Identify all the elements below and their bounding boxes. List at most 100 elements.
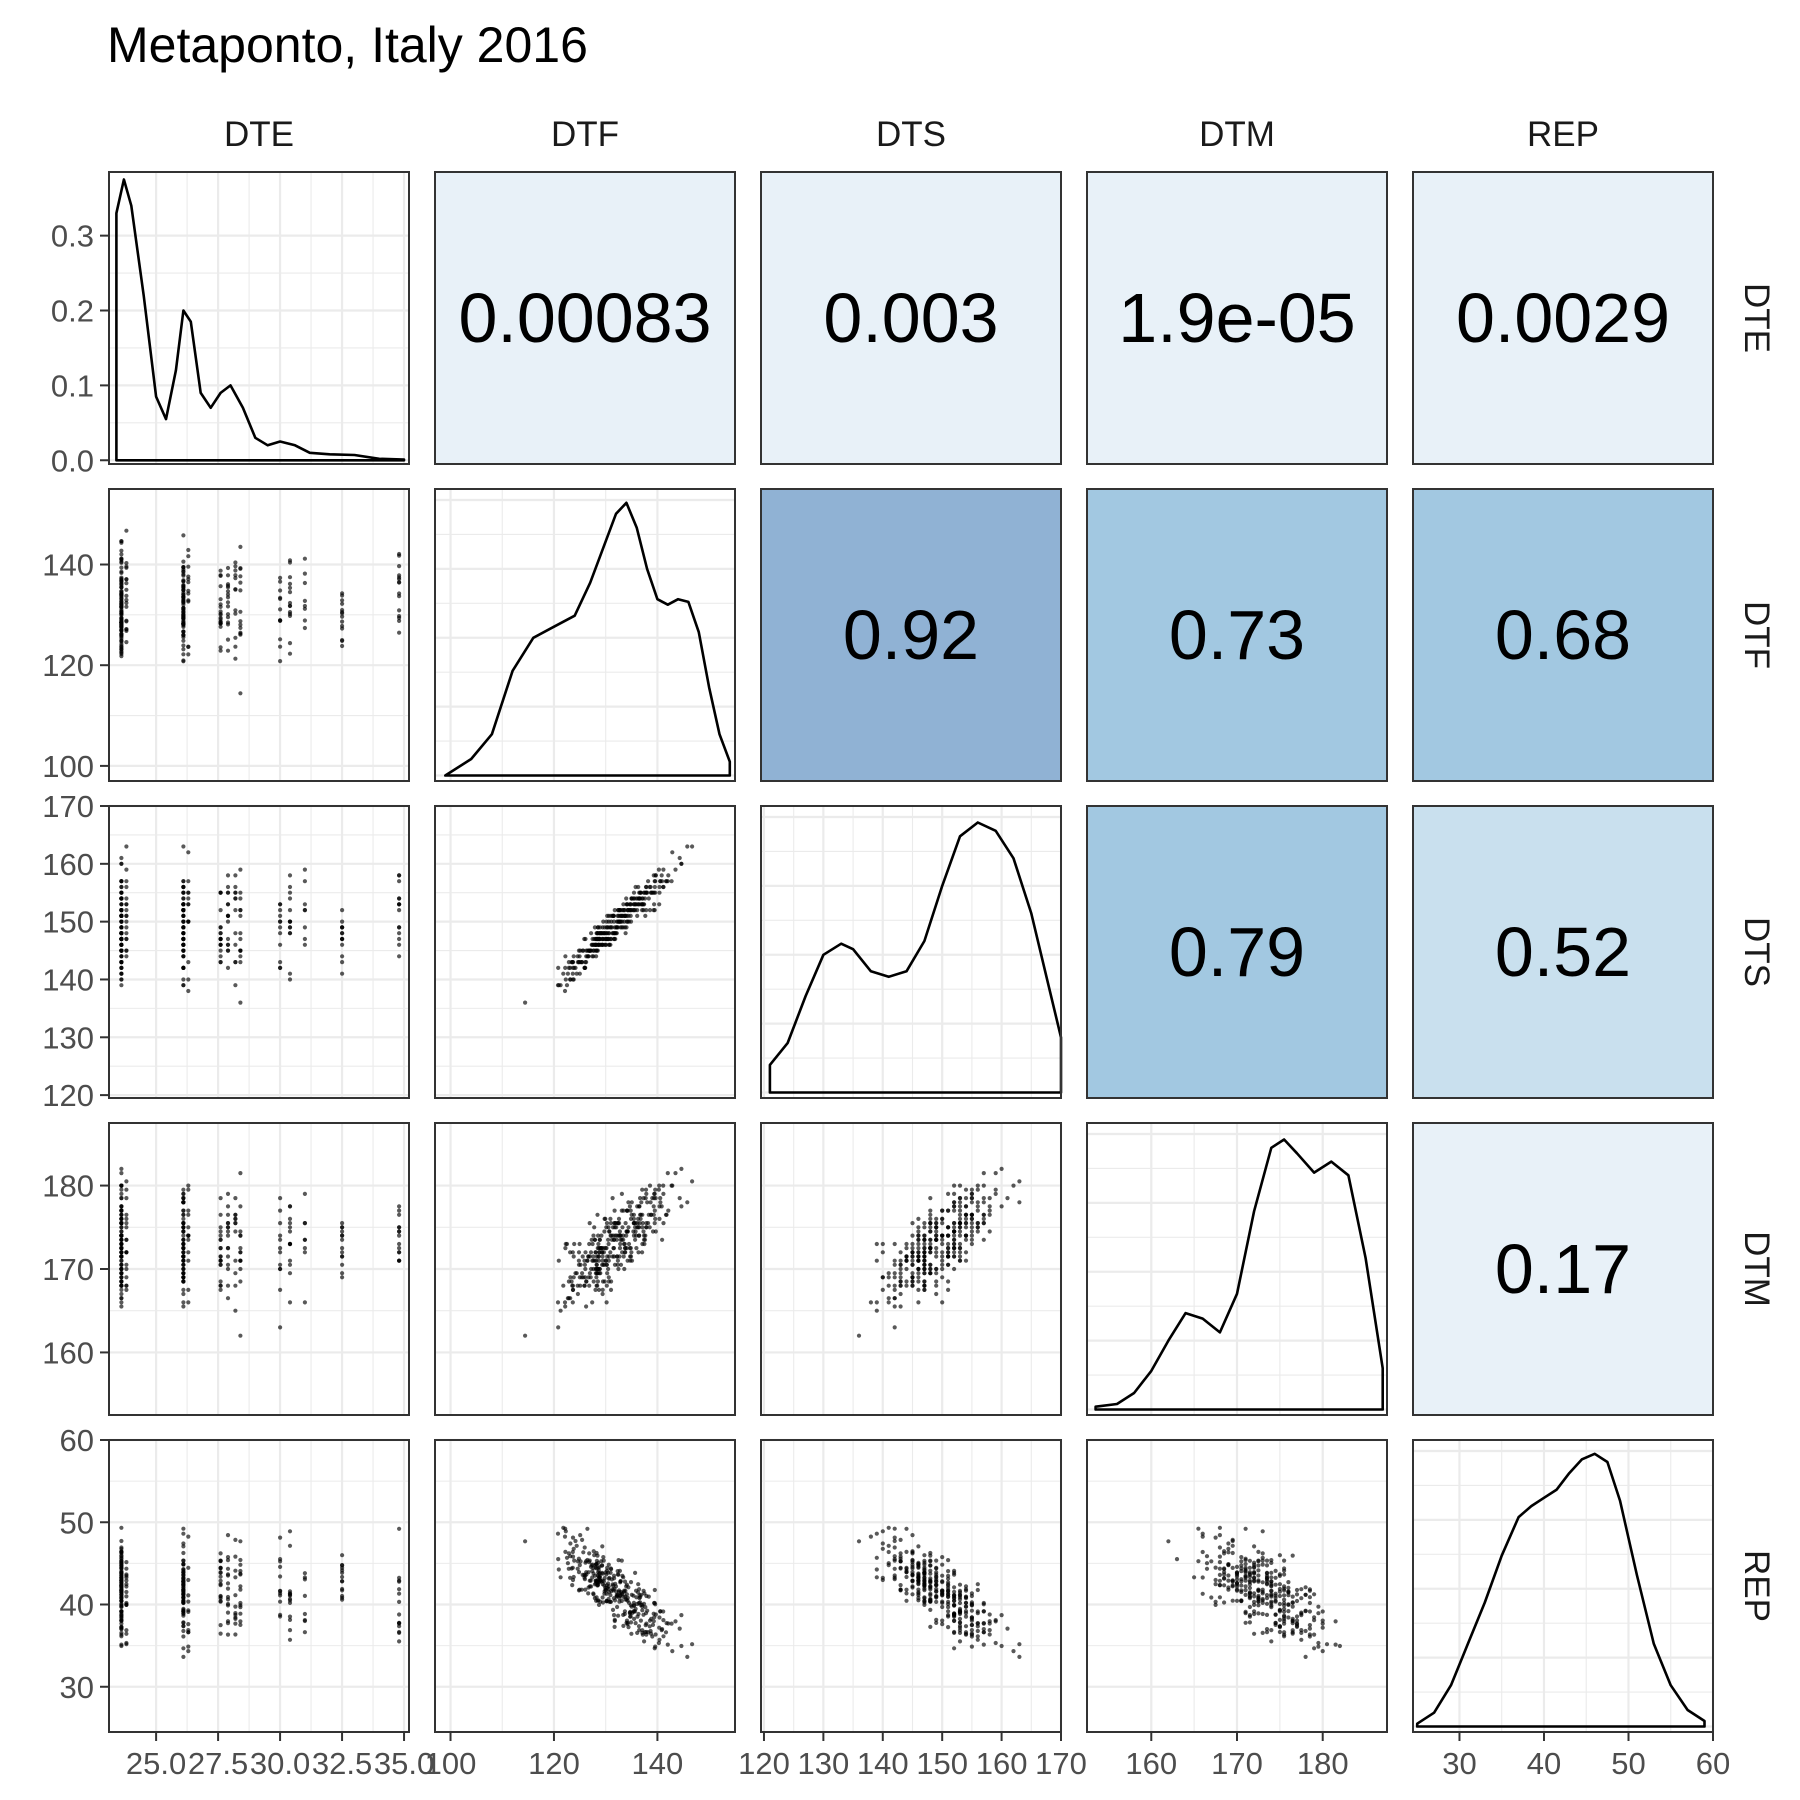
scatter-point [181,1196,186,1201]
scatter-point [946,1558,951,1563]
scatter-point [595,925,601,930]
scatter-point [233,1221,238,1226]
scatter-point [238,625,243,631]
scatter-point [287,908,293,913]
scatter-point [892,1258,897,1263]
scatter-point [623,931,628,936]
scatter-point [957,1588,963,1593]
scatter-point [1239,1589,1244,1595]
scatter-point [124,1283,129,1288]
x-tick-label: 120 [528,1746,580,1781]
scatter-point [119,896,124,901]
scatter-point [653,1187,658,1192]
x-tick-label: 160 [1125,1746,1177,1781]
scatter-point [1282,1593,1287,1598]
scatter-point [593,1250,598,1255]
scatter-point [622,1250,628,1255]
scatter-point [1247,1594,1252,1600]
scatter-point [186,1212,191,1217]
scatter-point [910,1283,915,1288]
scatter-point [233,568,238,573]
panel-grid [435,1123,735,1415]
scatter-point [218,1196,223,1201]
column-strip-label-rep: REP [1527,115,1599,154]
scatter-point [218,1258,223,1263]
scatter-point [928,1225,933,1230]
scatter-point [1017,1642,1022,1647]
scatter-point [594,1266,599,1272]
scatter-point [181,1628,186,1634]
scatter-point [969,1200,975,1205]
scatter-point [641,890,647,895]
scatter-point [119,1615,124,1620]
scatter-point [656,1640,662,1646]
scatter-point [957,1600,963,1606]
scatter-point [1256,1588,1261,1593]
scatter-point [611,1233,616,1238]
scatter-point [928,1563,933,1568]
scatter-point [874,1531,879,1536]
scatter-point [610,1254,615,1259]
scatter-point [1252,1571,1257,1576]
scatter-point [934,1620,939,1625]
scatter-point [302,1630,307,1635]
scatter-point [916,1246,921,1251]
scatter-point [934,1233,939,1238]
scatter-point [181,1599,186,1604]
scatter-point [564,983,570,988]
scatter-point [1243,1570,1248,1575]
scatter-point [233,1196,238,1201]
scatter-point [601,1555,606,1560]
scatter-point [963,1609,969,1614]
scatter-point [1286,1585,1291,1590]
scatter-point [181,890,186,895]
scatter-point [589,1237,594,1242]
scatter-point [278,1237,283,1242]
scatter-point [186,644,191,650]
scatter-point [186,890,191,895]
scatter-point [238,609,243,614]
scatter-point [677,1196,682,1201]
scatter-point [1256,1596,1261,1601]
scatter-point [302,1593,307,1598]
scatter-point [624,1620,629,1625]
scatter-point [608,1250,613,1255]
scatter-point [287,1600,293,1605]
scatter-point [969,1601,975,1606]
scatter-point [302,571,307,576]
scatter-point [302,867,307,872]
scatter-point [233,896,238,901]
scatter-point [946,1191,951,1196]
scatter-point [186,1183,191,1188]
scatter-point [940,1604,945,1610]
scatter-point [124,931,129,936]
scatter-point [1282,1606,1287,1611]
scatter-point [181,936,186,942]
scatter-point [1282,1558,1287,1563]
scatter-point [287,641,293,646]
scatter-point [287,931,293,936]
scatter-point [588,1578,593,1583]
scatter-point [576,1250,582,1255]
scatter-point [665,1642,670,1647]
scatter-point [587,1241,592,1247]
scatter-point [1273,1620,1278,1625]
scatter-point [612,1624,617,1629]
scatter-point [119,552,124,557]
scatter-point [181,1229,186,1234]
correlation-cell-bg [1086,805,1388,1099]
scatter-point [657,890,662,895]
scatter-point [119,1598,124,1604]
scatter-point [287,884,293,890]
scatter-point [397,575,402,580]
scatter-point [600,1287,605,1292]
scatter-point [934,1575,939,1580]
scatter-point [287,1271,293,1276]
scatter-point [1256,1568,1261,1573]
scatter-point [397,551,402,557]
panel-border [760,1122,1062,1416]
scatter-point [119,620,124,625]
scatter-point [1277,1624,1282,1629]
scatter-point [1290,1600,1295,1605]
scatter-point [922,1266,927,1272]
